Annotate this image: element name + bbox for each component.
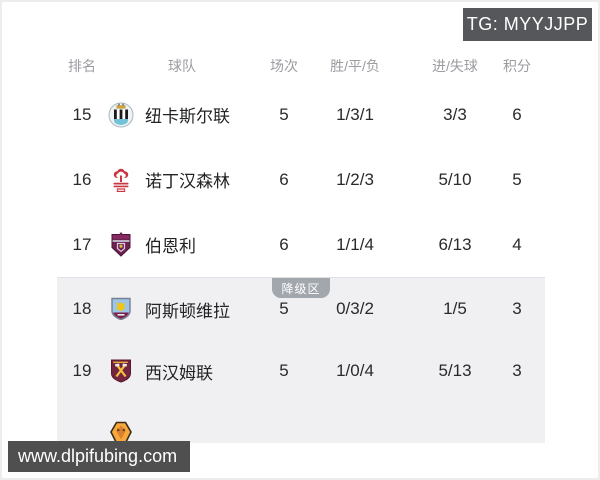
team-cell: 阿斯顿维拉 xyxy=(107,295,254,323)
table-row[interactable]: 18 阿斯顿维拉 5 0/3/2 1/5 3 xyxy=(57,278,545,340)
rank-cell: 18 xyxy=(72,299,92,318)
table-row[interactable]: 16 xyxy=(57,147,545,212)
west-ham-united-crest-icon xyxy=(107,357,135,385)
team-name: 西汉姆联 xyxy=(145,363,213,383)
team-name: 诺丁汉森林 xyxy=(145,172,230,191)
team-cell: 西汉姆联 xyxy=(107,357,254,385)
team-cell xyxy=(107,419,254,443)
header-rank: 排名 xyxy=(68,58,96,74)
goals-cell: 6/13 xyxy=(438,234,472,254)
points-cell: 4 xyxy=(512,234,522,254)
wdl-cell: 1/0/4 xyxy=(336,361,374,380)
header-team: 球队 xyxy=(168,58,196,74)
goals-cell: 5/13 xyxy=(438,361,472,380)
wdl-cell: 1/2/3 xyxy=(336,169,374,189)
aston-villa-crest-icon xyxy=(107,295,135,323)
rank-cell: 15 xyxy=(72,104,92,124)
goals-cell: 5/10 xyxy=(438,169,472,189)
header-wdl: 胜/平/负 xyxy=(330,58,380,74)
burnley-crest-icon xyxy=(107,231,135,259)
goals-cell: 1/5 xyxy=(443,299,467,318)
table-row[interactable]: 17 伯恩利 6 1/1/4 6/13 4 xyxy=(57,212,545,277)
relegation-zone-badge: 降级区 xyxy=(272,278,330,298)
team-cell: 伯恩利 xyxy=(107,231,254,259)
team-cell: 纽卡斯尔联 xyxy=(107,101,254,129)
newcastle-united-crest-icon xyxy=(107,101,135,129)
nottingham-forest-crest-icon xyxy=(107,166,135,194)
played-cell: 5 xyxy=(279,361,289,380)
rank-cell: 16 xyxy=(72,169,92,189)
wolves-crest-icon xyxy=(107,419,135,443)
points-cell: 3 xyxy=(512,299,522,318)
goals-cell: 3/3 xyxy=(443,104,467,124)
header-goals: 进/失球 xyxy=(432,58,478,74)
header-points: 积分 xyxy=(503,58,531,74)
played-cell: 5 xyxy=(279,104,289,124)
relegation-zone-panel: 降级区 18 阿斯顿维拉 5 0/3/2 xyxy=(57,277,545,443)
table-row[interactable] xyxy=(57,402,545,443)
points-cell: 6 xyxy=(512,104,522,124)
team-name: 阿斯顿维拉 xyxy=(145,301,230,321)
team-name: 纽卡斯尔联 xyxy=(145,107,230,126)
played-cell: 6 xyxy=(279,234,289,254)
rank-cell: 17 xyxy=(72,234,92,254)
wdl-cell: 1/1/4 xyxy=(336,234,374,254)
points-cell: 3 xyxy=(512,361,522,380)
rank-cell: 19 xyxy=(72,361,92,380)
played-cell: 6 xyxy=(279,169,289,189)
table-row[interactable]: 19 西汉姆联 5 1/0/4 xyxy=(57,340,545,402)
league-table: 排名 球队 场次 胜/平/负 进/失球 积分 15 xyxy=(57,50,545,443)
table-header-row: 排名 球队 场次 胜/平/负 进/失球 积分 xyxy=(57,50,545,82)
points-cell: 5 xyxy=(512,169,522,189)
watermark-bar: www.dlpifubing.com xyxy=(8,441,191,472)
wdl-cell: 0/3/2 xyxy=(336,299,374,318)
tg-contact-badge: TG: MYYJJPP xyxy=(463,8,592,41)
table-row[interactable]: 15 纽卡斯尔联 5 xyxy=(57,82,545,147)
wdl-cell: 1/3/1 xyxy=(336,104,374,124)
played-cell: 5 xyxy=(279,299,289,318)
team-name: 伯恩利 xyxy=(145,237,196,256)
team-cell: 诺丁汉森林 xyxy=(107,166,254,194)
header-played: 场次 xyxy=(270,58,298,74)
